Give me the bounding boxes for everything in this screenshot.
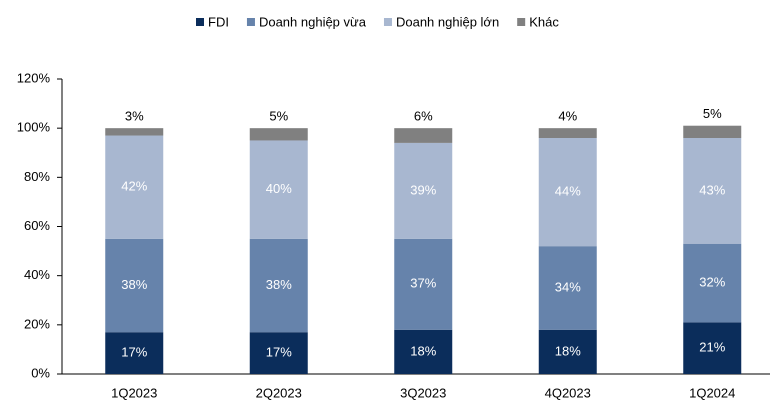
x-tick-label: 1Q2024 [689,385,735,400]
legend-swatch [383,18,392,26]
value-label: 38% [266,277,292,292]
value-label: 18% [410,343,436,358]
bar-segment [249,332,308,374]
y-tick-label: 120% [17,70,51,85]
bar-segment [394,329,453,374]
value-label: 44% [555,184,581,199]
bar-segment [538,128,597,138]
bar-segment [105,128,164,136]
value-label: 32% [699,274,725,289]
value-label: 5% [703,106,722,121]
value-label: 38% [121,277,147,292]
bar-segment [683,138,742,244]
x-tick-label: 4Q2023 [545,385,591,400]
value-label: 17% [266,345,292,360]
legend-swatch [246,18,255,26]
bar-segment [683,125,742,138]
legend-swatch [517,18,526,26]
bar-segment [249,128,308,141]
bar-segment [105,238,164,333]
y-tick-label: 20% [24,316,50,331]
x-tick-label: 3Q2023 [400,385,446,400]
value-label: 43% [699,182,725,197]
y-tick-label: 100% [17,120,51,135]
legend-label: FDI [208,14,229,29]
value-label: 39% [410,182,436,197]
value-label: 42% [121,179,147,194]
legend-swatch [196,18,204,26]
value-label: 6% [414,109,433,124]
value-label: 5% [269,109,288,124]
bar-segment [683,322,742,374]
value-label: 3% [125,109,144,124]
legend-label: Khác [529,14,559,29]
value-label: 18% [555,343,581,358]
y-tick-label: 80% [24,169,50,184]
bar-segment [683,243,742,323]
legend-label: Doanh nghiệp vừa [259,14,367,29]
y-tick-label: 40% [24,267,50,282]
bar-segment [538,329,597,374]
x-tick-label: 1Q2023 [111,385,157,400]
y-tick-label: 0% [31,365,50,380]
y-tick-label: 60% [24,218,50,233]
bar-segment [105,135,164,239]
value-label: 34% [555,279,581,294]
value-label: 17% [121,345,147,360]
bar-segment [105,332,164,374]
value-label: 21% [699,340,725,355]
bar-segment [538,138,597,247]
x-tick-label: 2Q2023 [256,385,302,400]
legend-label: Doanh nghiệp lớn [396,14,499,29]
value-label: 4% [558,109,577,124]
bar-segment [249,238,308,333]
value-label: 37% [410,276,436,291]
bar-segment [538,246,597,330]
value-label: 40% [266,181,292,196]
bar-segment [394,128,453,143]
bar-segment [394,142,453,239]
bar-segment [249,140,308,239]
bar-segment [394,238,453,330]
